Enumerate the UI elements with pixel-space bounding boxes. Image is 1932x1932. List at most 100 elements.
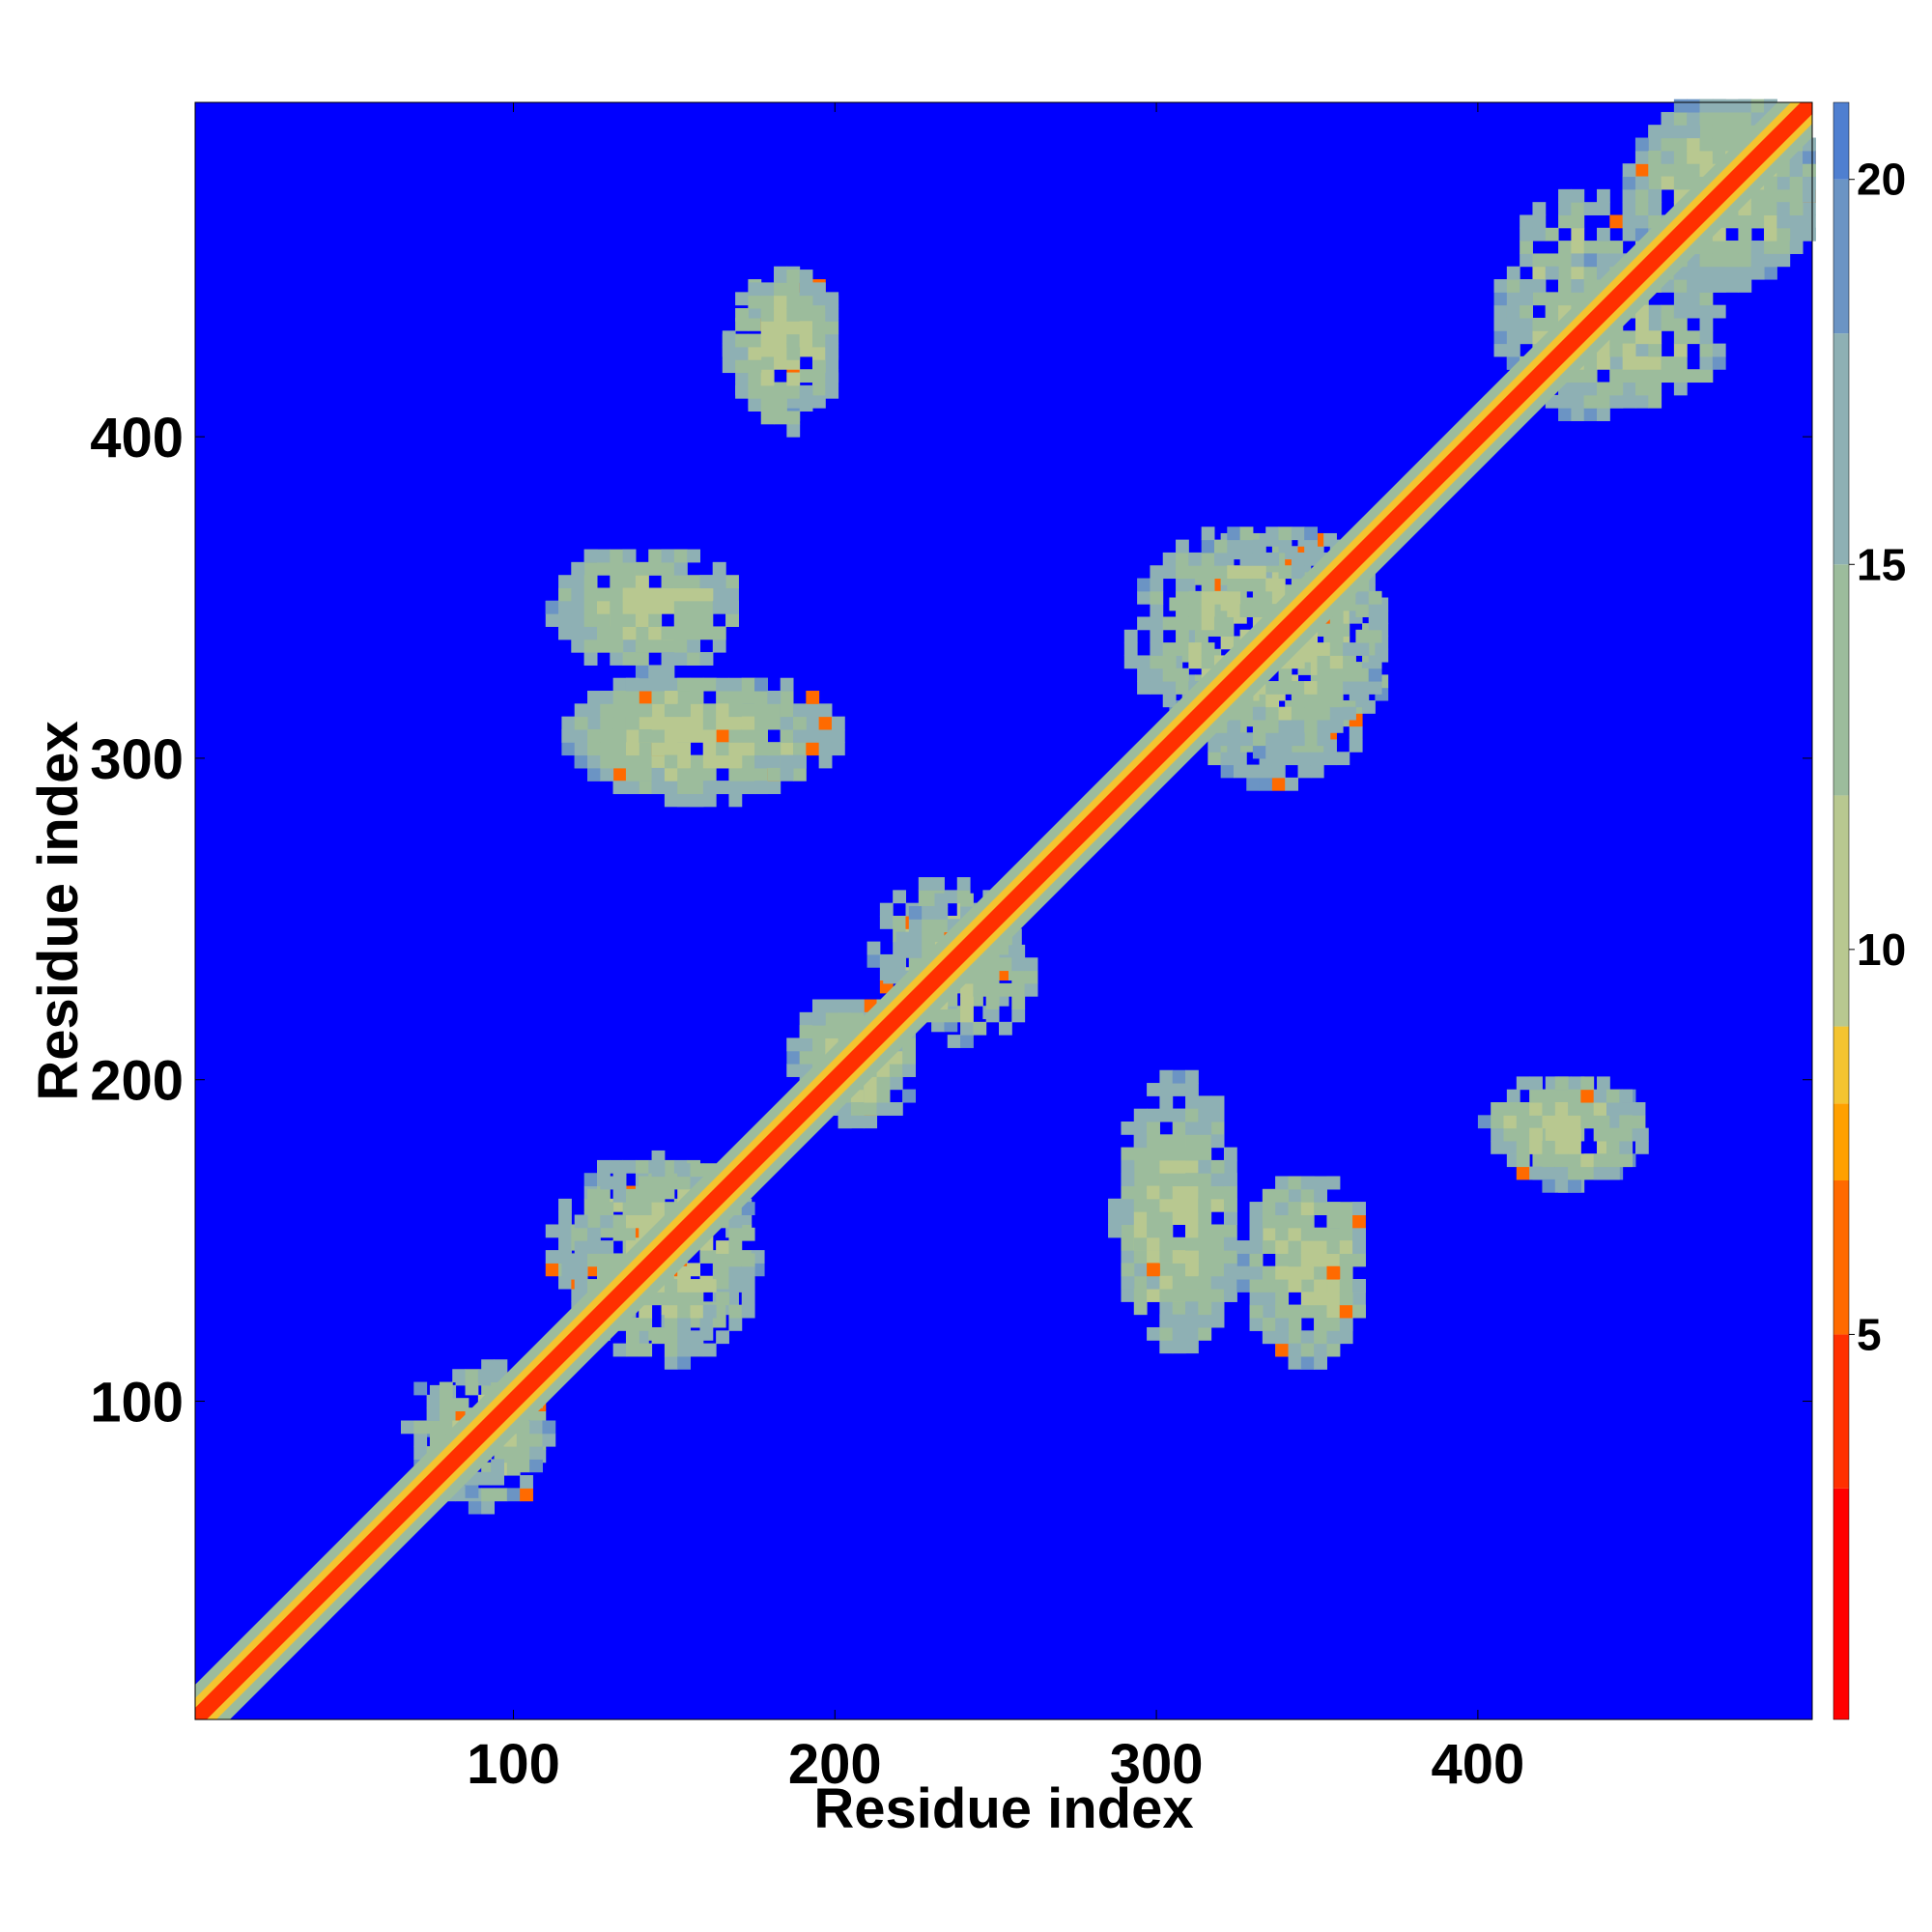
y-tick-label: 400: [90, 407, 184, 469]
heatmap-cell: [1236, 1265, 1251, 1280]
heatmap-cell: [622, 549, 637, 563]
heatmap-cell: [793, 754, 807, 769]
heatmap-cell: [1300, 1214, 1315, 1229]
heatmap-cell: [1355, 629, 1370, 643]
heatmap-cell: [677, 754, 692, 769]
heatmap-cell: [1121, 1147, 1135, 1161]
colorbar-segment: [1833, 1103, 1849, 1180]
heatmap-cell: [1133, 1121, 1148, 1135]
heatmap-cell: [760, 333, 775, 348]
heatmap-cell: [1634, 317, 1649, 331]
colorbar-segment: [1833, 1488, 1849, 1719]
heatmap-cell: [1213, 552, 1228, 566]
heatmap-cell: [690, 793, 704, 808]
heatmap-cell: [806, 728, 820, 743]
heatmap-cell: [1352, 1214, 1366, 1229]
heatmap-cell: [748, 333, 762, 348]
heatmap-cell: [1223, 1211, 1237, 1225]
heatmap-cell: [1275, 1202, 1290, 1215]
heatmap-cell: [1326, 1214, 1341, 1229]
heatmap-cell: [1699, 317, 1714, 331]
heatmap-cell: [1326, 1240, 1341, 1254]
heatmap-cell: [1262, 1214, 1276, 1229]
heatmap-cell: [635, 600, 649, 614]
heatmap-cell: [1339, 1279, 1353, 1293]
heatmap-cell: [583, 575, 598, 589]
heatmap-cell: [1314, 1240, 1327, 1254]
heatmap-cell: [748, 346, 762, 360]
heatmap-cell: [786, 1050, 801, 1065]
heatmap-cell: [889, 1064, 903, 1077]
heatmap-cell: [1278, 706, 1293, 721]
heatmap-cell: [1558, 188, 1572, 203]
heatmap-cell: [1355, 681, 1370, 695]
heatmap-cell: [1493, 317, 1508, 331]
heatmap-cell: [1532, 266, 1547, 280]
heatmap-cell: [1223, 1198, 1237, 1212]
heatmap-cell: [1188, 655, 1203, 669]
heatmap-cell: [1159, 1147, 1174, 1161]
heatmap-cell: [922, 906, 935, 920]
heatmap-cell: [1310, 764, 1324, 779]
heatmap-cell: [587, 742, 601, 756]
colorbar-tick-label: 15: [1857, 539, 1906, 589]
heatmap-cell: [1198, 1224, 1212, 1238]
heatmap-cell: [639, 691, 653, 704]
heatmap-cell: [774, 307, 787, 322]
heatmap-cell: [1542, 1140, 1556, 1154]
heatmap-cell: [625, 703, 639, 718]
heatmap-cell: [635, 587, 649, 602]
heatmap-cell: [748, 384, 762, 399]
heatmap-cell: [545, 1250, 559, 1264]
heatmap-cell: [1661, 369, 1675, 384]
heatmap-cell: [1554, 1115, 1569, 1129]
heatmap-cell: [687, 652, 701, 666]
heatmap-cell: [806, 691, 820, 704]
heatmap-cell: [1198, 1185, 1212, 1200]
heatmap-cell: [574, 754, 588, 769]
heatmap-cell: [664, 728, 678, 743]
heatmap-cell: [690, 1304, 704, 1319]
heatmap-cell: [1687, 330, 1701, 345]
heatmap-cell: [1583, 241, 1598, 254]
heatmap-cell: [1288, 1265, 1302, 1280]
heatmap-cell: [728, 1227, 743, 1241]
heatmap-cell: [811, 999, 826, 1013]
heatmap-cell: [1648, 188, 1662, 203]
heatmap-cell: [1249, 1253, 1264, 1267]
heatmap-cell: [1529, 1127, 1543, 1142]
heatmap-cell: [1262, 1279, 1276, 1293]
heatmap-cell: [767, 754, 781, 769]
heatmap-cell: [1208, 752, 1222, 766]
heatmap-cell: [1223, 1224, 1237, 1238]
heatmap-cell: [610, 600, 624, 614]
heatmap-cell: [639, 1188, 653, 1203]
heatmap-cell: [1593, 1115, 1607, 1129]
heatmap-cell: [1750, 266, 1765, 280]
heatmap-cell: [639, 1317, 653, 1331]
heatmap-cell: [558, 613, 572, 627]
heatmap-cell: [664, 1279, 678, 1293]
heatmap-cell: [1300, 1292, 1315, 1306]
heatmap-cell: [883, 970, 897, 984]
heatmap-cell: [413, 1433, 428, 1447]
heatmap-cell: [1532, 279, 1547, 293]
heatmap-cell: [741, 677, 755, 692]
heatmap-cell: [1558, 394, 1572, 409]
heatmap-cell: [1198, 1326, 1212, 1341]
heatmap-cell: [664, 691, 678, 704]
heatmap-cell: [1520, 317, 1533, 331]
heatmap-cell: [1789, 163, 1804, 178]
heatmap-cell: [1162, 681, 1177, 695]
heatmap-cell: [1162, 552, 1177, 566]
heatmap-cell: [1568, 1115, 1581, 1129]
heatmap-cell: [1172, 1069, 1186, 1084]
heatmap-cell: [1108, 1211, 1122, 1225]
heatmap-cell: [1506, 317, 1520, 331]
heatmap-cell: [1568, 1153, 1581, 1168]
heatmap-cell: [1776, 227, 1791, 242]
heatmap-cell: [1803, 163, 1816, 178]
heatmap-cell: [985, 1009, 1000, 1023]
heatmap-cell: [1259, 764, 1273, 779]
heatmap-cell: [1532, 292, 1547, 306]
